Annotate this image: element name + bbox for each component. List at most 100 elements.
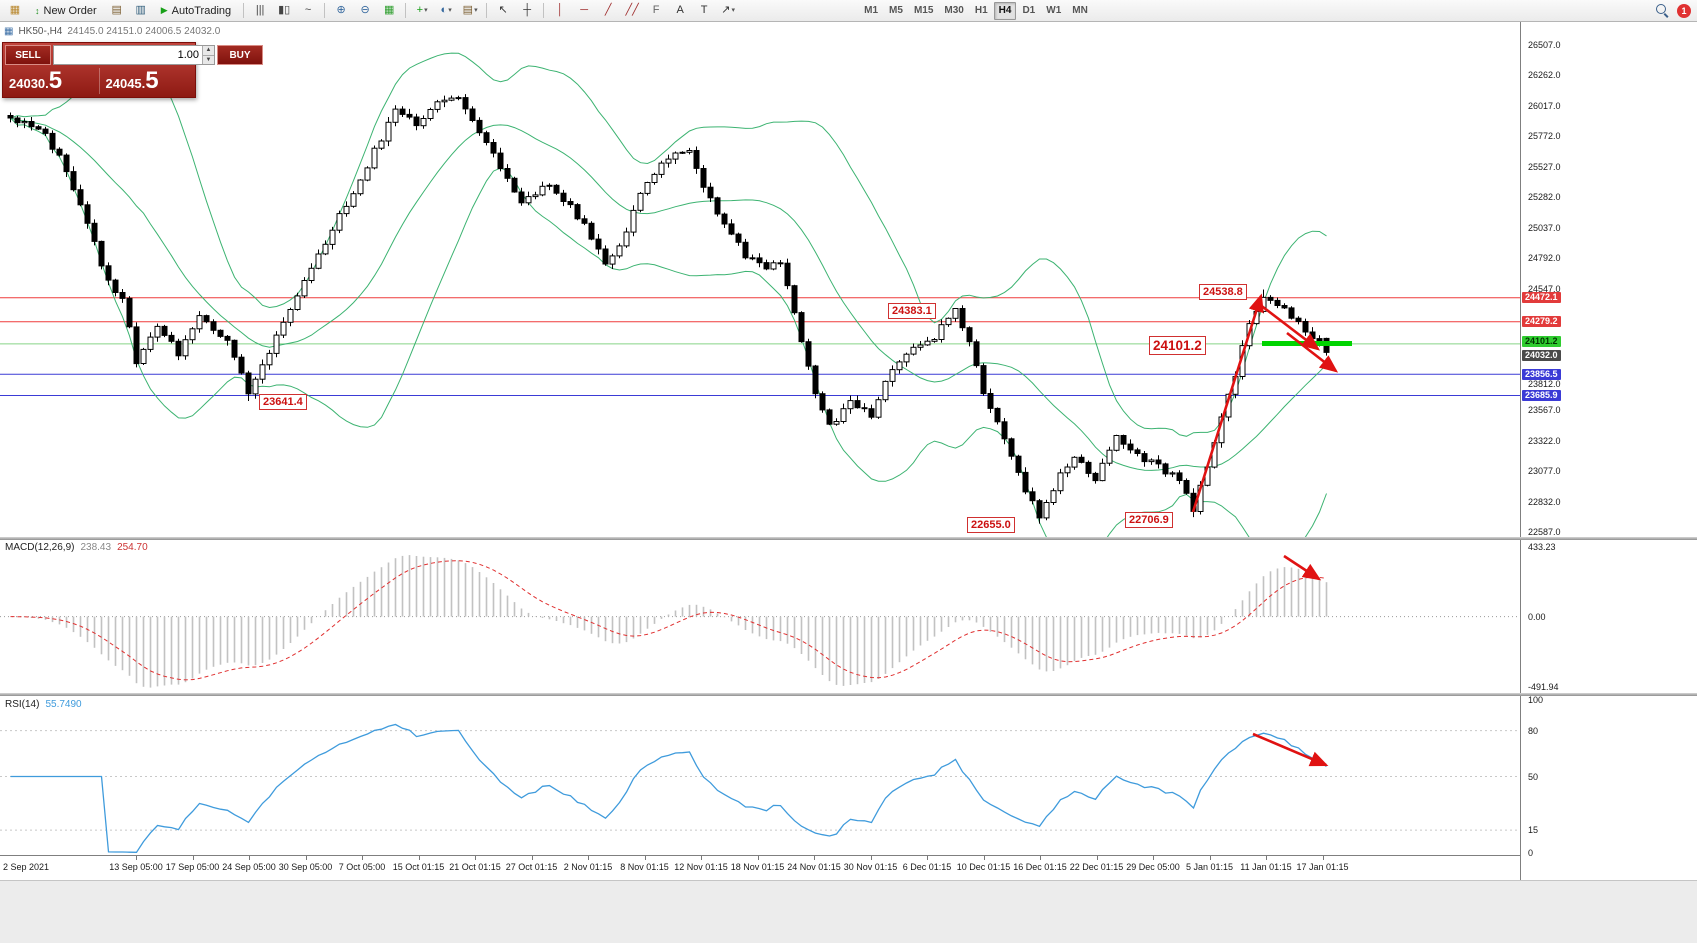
sell-price[interactable]: 24030. 5 xyxy=(3,69,99,93)
timeframe-h1[interactable]: H1 xyxy=(974,5,988,16)
volume-spin-up[interactable]: ▲ xyxy=(203,46,214,56)
price-scale-label: 26262.0 xyxy=(1528,70,1561,81)
chevron-down-icon: ▾ xyxy=(448,7,452,14)
time-axis-label: 15 Oct 01:15 xyxy=(392,862,445,872)
price-callout: 22655.0 xyxy=(967,517,1015,533)
time-axis-tick xyxy=(588,856,589,860)
price-callout: 24101.2 xyxy=(1149,336,1206,355)
price-scale-label: 23322.0 xyxy=(1528,435,1561,446)
timeframe-m30[interactable]: M30 xyxy=(944,5,964,16)
time-axis-label: 11 Jan 01:15 xyxy=(1240,862,1292,872)
time-axis-label: 8 Nov 01:15 xyxy=(620,862,669,872)
new-order-button-label: New Order xyxy=(43,4,97,17)
new-order-button[interactable]: ↕ New Order xyxy=(28,1,104,21)
time-axis[interactable]: 2 Sep 2021 13 Sep 05:00 17 Sep 05:00 24 Sep… xyxy=(0,855,1697,880)
volume-input[interactable] xyxy=(54,46,202,64)
price-scale[interactable]: 26507.0 26262.0 26017.0 25772.0 25527.0 25282… xyxy=(1520,22,1697,880)
timeframe-d1[interactable]: D1 xyxy=(1022,5,1036,16)
time-axis-label: 17 Sep 05:00 xyxy=(165,862,220,872)
line-chart-icon[interactable]: ~ xyxy=(304,4,312,16)
toolbar-right: 1 xyxy=(1656,3,1693,18)
sell-button[interactable]: SELL xyxy=(5,45,51,65)
macd-indicator-chart[interactable] xyxy=(0,540,1520,693)
macd-scale-label: 0.00 xyxy=(1528,611,1546,622)
time-axis-tick xyxy=(362,856,363,860)
timeframe-mn[interactable]: MN xyxy=(1072,5,1088,16)
pane-separator[interactable] xyxy=(0,693,1697,696)
time-axis-label: 16 Dec 01:15 xyxy=(1013,862,1067,872)
time-axis-tick xyxy=(870,856,872,860)
timeframe-m1[interactable]: M1 xyxy=(864,5,879,16)
macd-scale-label: 433.23 xyxy=(1528,542,1556,552)
macd-scale-label: -491.94 xyxy=(1528,682,1559,692)
templates-icon[interactable]: ▤ ▾ xyxy=(462,4,478,16)
rsi-scale-label: 0 xyxy=(1528,848,1534,858)
price-scale-label: 22587.0 xyxy=(1528,527,1561,537)
main-chart[interactable] xyxy=(0,22,1520,562)
time-axis-label: 10 Dec 01:15 xyxy=(956,862,1011,872)
timeframe-m15[interactable]: M15 xyxy=(913,5,934,16)
time-axis-tick xyxy=(1040,856,1041,860)
indicators-icon[interactable]: + ▾ xyxy=(416,4,428,16)
price-scale-label: 23077.0 xyxy=(1528,466,1561,477)
price-tag: 24032.0 xyxy=(1522,349,1561,361)
autotrading-button[interactable]: ▶ AutoTrading xyxy=(154,1,238,21)
price-scale-label: 24792.0 xyxy=(1528,253,1561,264)
tile-windows-icon[interactable]: ▦ xyxy=(383,4,395,16)
buy-button[interactable]: BUY xyxy=(217,45,263,65)
time-axis-tick xyxy=(249,856,250,860)
text-label-icon[interactable]: T xyxy=(700,4,708,16)
toolbar-separator xyxy=(486,3,488,18)
macd-name: MACD(12,26,9) xyxy=(5,542,75,553)
text-icon[interactable]: A xyxy=(676,4,684,16)
charts-window-icon[interactable]: ▦ xyxy=(9,4,21,16)
horizontal-line-icon[interactable]: ─ xyxy=(580,4,589,16)
rsi-name: RSI(14) xyxy=(5,699,40,710)
fibonacci-icon[interactable]: F xyxy=(652,4,660,16)
rsi-scale-label: 100 xyxy=(1528,695,1544,705)
time-axis-label: 12 Nov 01:15 xyxy=(674,862,728,872)
equidistant-channel-icon[interactable]: ╱╱ xyxy=(625,4,639,16)
zoom-out-icon[interactable]: ⊖ xyxy=(360,4,370,16)
volume-spin-down[interactable]: ▼ xyxy=(203,55,214,64)
timeframe-w1[interactable]: W1 xyxy=(1046,5,1062,16)
timeframe-group: M1 M5 M15 M30 H1 H4 D1 W1 MN xyxy=(859,1,1093,20)
cursor-icon[interactable]: ↖ xyxy=(498,4,508,16)
price-divider xyxy=(98,68,100,94)
price-tag: 24472.1 xyxy=(1522,292,1561,304)
window-bottom-strip xyxy=(0,880,1697,943)
buy-price[interactable]: 24045. 5 xyxy=(100,69,196,93)
price-tag: 23685.9 xyxy=(1522,389,1561,401)
profile-icon[interactable]: ▤ xyxy=(111,4,122,16)
candlestick-chart-icon[interactable]: ▮▯ xyxy=(278,4,291,16)
periods-icon[interactable]: ◐ ▾ xyxy=(440,4,452,16)
volume-field: ▲ ▼ xyxy=(53,45,215,65)
market-watch-icon[interactable]: ▥ xyxy=(135,4,146,16)
macd-value-main: 238.43 xyxy=(80,542,112,553)
bar-chart-icon[interactable]: ||| xyxy=(255,4,265,16)
time-axis-label: 27 Oct 01:15 xyxy=(505,862,558,872)
time-axis-label: 5 Jan 01:15 xyxy=(1185,862,1234,872)
toolbar: ▦ ↕ New Order ▤ ▥ ▶ AutoTrading ||| ▮▯ ~ ⊕ ⊖ ▦ + ▾ ◐ ▾ ▤ ▾… xyxy=(0,0,1697,22)
rsi-scale-label: 50 xyxy=(1528,771,1539,782)
time-axis-tick xyxy=(475,856,476,860)
one-click-trading-panel: SELL ▲ ▼ BUY 24030. 5 24045. 5 xyxy=(2,42,263,98)
price-tag: 24279.2 xyxy=(1522,316,1561,328)
time-axis-label: 6 Dec 01:15 xyxy=(902,862,952,872)
timeframe-m5[interactable]: M5 xyxy=(889,5,903,16)
time-axis-tick xyxy=(927,856,928,860)
pane-separator[interactable] xyxy=(0,537,1697,540)
trendline-icon[interactable]: ╱ xyxy=(604,4,612,16)
notification-badge[interactable]: 1 xyxy=(1677,3,1691,18)
vertical-line-icon[interactable]: │ xyxy=(556,4,564,16)
timeframe-h4[interactable]: H4 xyxy=(993,1,1017,20)
time-axis-label: 24 Sep 05:00 xyxy=(222,862,276,872)
search-icon[interactable] xyxy=(1656,4,1669,17)
arrows-icon[interactable]: ↗ ▾ xyxy=(721,4,735,16)
rsi-scale-label: 80 xyxy=(1528,725,1539,736)
rsi-indicator-chart[interactable] xyxy=(0,696,1520,855)
zoom-in-icon[interactable]: ⊕ xyxy=(336,4,346,16)
toolbar-separator xyxy=(543,3,545,18)
crosshair-icon[interactable]: ┼ xyxy=(523,4,532,16)
